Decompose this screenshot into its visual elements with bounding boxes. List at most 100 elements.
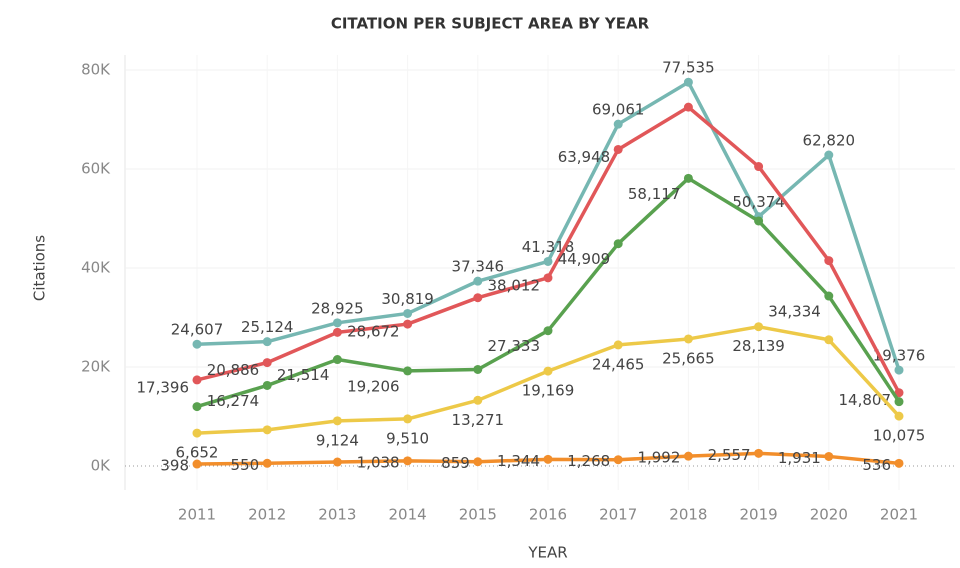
data-label: 16,274 bbox=[207, 392, 260, 410]
x-tick-label: 2012 bbox=[248, 506, 286, 524]
point bbox=[473, 457, 483, 467]
data-label: 2,557 bbox=[708, 446, 751, 464]
y-tick-label: 80K bbox=[81, 61, 111, 79]
y-axis-label: Citations bbox=[31, 235, 49, 301]
data-label: 398 bbox=[160, 457, 189, 475]
point bbox=[683, 451, 693, 461]
point bbox=[824, 150, 834, 160]
data-label: 28,139 bbox=[732, 337, 785, 355]
data-label: 37,346 bbox=[452, 258, 505, 276]
point bbox=[473, 276, 483, 286]
point bbox=[332, 355, 342, 365]
data-label: 9,510 bbox=[386, 429, 429, 447]
point bbox=[332, 327, 342, 337]
data-label: 44,909 bbox=[558, 250, 611, 268]
data-label: 34,334 bbox=[768, 303, 821, 321]
data-label: 19,169 bbox=[522, 382, 575, 400]
data-label: 1,268 bbox=[567, 452, 610, 470]
data-label: 19,206 bbox=[347, 377, 400, 395]
point bbox=[754, 162, 764, 172]
data-label: 859 bbox=[441, 454, 470, 472]
point bbox=[332, 457, 342, 467]
point bbox=[894, 388, 904, 398]
x-tick-label: 2021 bbox=[880, 506, 918, 524]
point bbox=[543, 366, 553, 376]
point bbox=[192, 459, 202, 469]
data-label: 21,514 bbox=[277, 366, 330, 384]
point bbox=[543, 273, 553, 283]
point bbox=[683, 334, 693, 344]
point bbox=[683, 173, 693, 183]
point bbox=[403, 414, 413, 424]
point bbox=[192, 339, 202, 349]
data-label: 69,061 bbox=[592, 101, 645, 119]
data-label: 28,925 bbox=[311, 299, 364, 317]
x-tick-label: 2020 bbox=[810, 506, 848, 524]
point bbox=[262, 458, 272, 468]
data-label: 1,992 bbox=[637, 449, 680, 467]
y-tick-label: 20K bbox=[81, 358, 111, 376]
data-label: 50,374 bbox=[732, 193, 785, 211]
data-label: 25,124 bbox=[241, 318, 294, 336]
x-axis-label: YEAR bbox=[527, 544, 567, 562]
data-label: 28,672 bbox=[347, 323, 400, 341]
x-tick-label: 2013 bbox=[318, 506, 356, 524]
data-label: 62,820 bbox=[803, 132, 856, 150]
point bbox=[262, 380, 272, 390]
data-label: 1,344 bbox=[497, 452, 540, 470]
point bbox=[403, 308, 413, 318]
point bbox=[824, 256, 834, 266]
data-label: 13,271 bbox=[452, 411, 505, 429]
point bbox=[754, 216, 764, 226]
x-tick-label: 2016 bbox=[529, 506, 567, 524]
data-label: 1,931 bbox=[778, 449, 821, 467]
point bbox=[683, 102, 693, 112]
x-tick-label: 2011 bbox=[178, 506, 216, 524]
point bbox=[683, 77, 693, 87]
point bbox=[894, 411, 904, 421]
point bbox=[754, 448, 764, 458]
data-label: 6,652 bbox=[176, 444, 219, 462]
point bbox=[192, 402, 202, 412]
data-label: 9,124 bbox=[316, 431, 359, 449]
point bbox=[262, 425, 272, 435]
point bbox=[332, 318, 342, 328]
point bbox=[613, 239, 623, 249]
point bbox=[754, 322, 764, 332]
point bbox=[613, 340, 623, 350]
point bbox=[894, 458, 904, 468]
y-tick-label: 60K bbox=[81, 160, 111, 178]
data-label: 30,819 bbox=[381, 290, 434, 308]
point bbox=[473, 293, 483, 303]
point bbox=[403, 456, 413, 466]
x-tick-label: 2017 bbox=[599, 506, 637, 524]
point bbox=[403, 319, 413, 329]
data-label: 25,665 bbox=[662, 349, 715, 367]
point bbox=[824, 291, 834, 301]
x-tick-label: 2018 bbox=[669, 506, 707, 524]
x-tick-label: 2019 bbox=[740, 506, 778, 524]
data-label: 550 bbox=[231, 456, 260, 474]
chart-title: CITATION PER SUBJECT AREA BY YEAR bbox=[331, 15, 650, 33]
point bbox=[543, 256, 553, 266]
point bbox=[894, 397, 904, 407]
point bbox=[613, 455, 623, 465]
data-label: 27,333 bbox=[488, 337, 541, 355]
data-label: 63,948 bbox=[558, 148, 611, 166]
point bbox=[543, 326, 553, 336]
x-tick-label: 2014 bbox=[389, 506, 427, 524]
x-tick-label: 2015 bbox=[459, 506, 497, 524]
point bbox=[613, 119, 623, 129]
point bbox=[192, 428, 202, 438]
data-label: 38,012 bbox=[488, 276, 541, 294]
data-label: 77,535 bbox=[662, 59, 715, 77]
point bbox=[613, 144, 623, 154]
point bbox=[824, 335, 834, 345]
data-label: 10,075 bbox=[873, 427, 926, 445]
point bbox=[473, 395, 483, 405]
y-tick-label: 40K bbox=[81, 259, 111, 277]
point bbox=[403, 366, 413, 376]
data-label: 536 bbox=[862, 456, 891, 474]
point bbox=[192, 375, 202, 385]
